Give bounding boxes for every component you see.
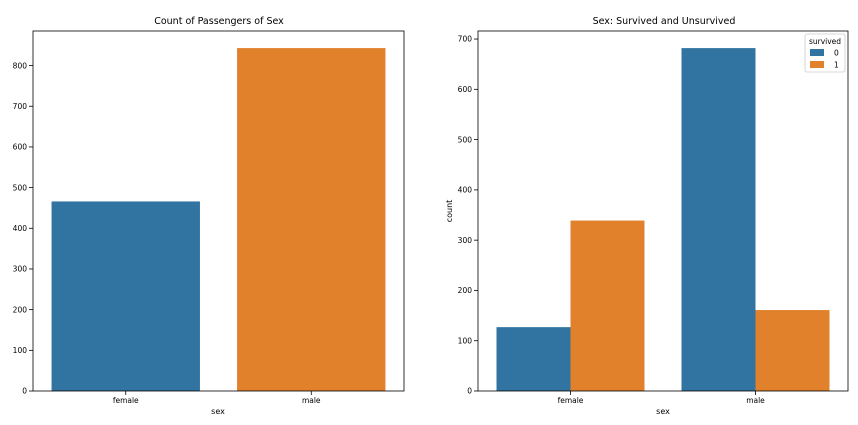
y-tick-label: 500 (13, 183, 28, 192)
chart-1-x-label: sex (656, 407, 670, 416)
bar-male-survived-0 (681, 48, 756, 391)
legend-label-1: 1 (834, 61, 839, 70)
y-tick-label: 400 (13, 224, 28, 233)
y-tick-label: 800 (13, 61, 28, 70)
bar-female-survived-0 (496, 327, 571, 391)
chart-0-x-axis: female male (113, 391, 321, 405)
legend-swatch-1 (810, 61, 824, 68)
y-tick-label: 700 (458, 35, 473, 44)
y-tick-label: 100 (458, 336, 473, 345)
y-tick-label: 0 (22, 387, 27, 396)
y-tick-label: 600 (458, 85, 473, 94)
chart-passenger-count: Count of Passengers of Sex 0 100 200 300 400… (13, 16, 405, 416)
y-tick-label: 500 (458, 135, 473, 144)
x-tick-label: female (113, 396, 139, 405)
x-tick-label: male (746, 396, 765, 405)
chart-1-bars (496, 48, 830, 391)
y-tick-label: 0 (467, 387, 472, 396)
y-tick-label: 600 (13, 143, 28, 152)
bar-male (237, 48, 386, 391)
y-tick-label: 400 (458, 186, 473, 195)
chart-0-x-label: sex (211, 407, 225, 416)
bar-female (51, 201, 200, 391)
legend-label-0: 0 (834, 49, 839, 58)
chart-1-x-axis: female male (558, 391, 765, 405)
y-tick-label: 700 (13, 102, 28, 111)
legend-swatch-0 (810, 49, 824, 56)
chart-1-title: Sex: Survived and Unsurvived (593, 16, 736, 27)
bar-female-survived-1 (570, 220, 645, 391)
bar-male-survived-1 (755, 310, 830, 391)
x-tick-label: female (558, 396, 584, 405)
y-tick-label: 300 (13, 265, 28, 274)
chart-0-title: Count of Passengers of Sex (154, 16, 284, 27)
chart-1-legend: survived 0 1 (804, 33, 846, 73)
x-tick-label: male (302, 396, 321, 405)
chart-survival-by-sex: Sex: Survived and Unsurvived 0 100 200 300 4… (445, 16, 849, 416)
legend-title: survived (809, 37, 841, 46)
y-tick-label: 100 (13, 346, 28, 355)
chart-1-frame (477, 30, 849, 392)
chart-0-bars (51, 48, 386, 391)
chart-1-y-label: count (445, 200, 454, 223)
chart-0-y-axis: 0 100 200 300 400 500 600 700 800 (13, 61, 33, 396)
y-tick-label: 200 (458, 286, 473, 295)
chart-0-frame (32, 30, 405, 392)
y-tick-label: 300 (458, 236, 473, 245)
y-tick-label: 200 (13, 305, 28, 314)
chart-1-y-axis: 0 100 200 300 400 500 600 700 (458, 35, 478, 396)
